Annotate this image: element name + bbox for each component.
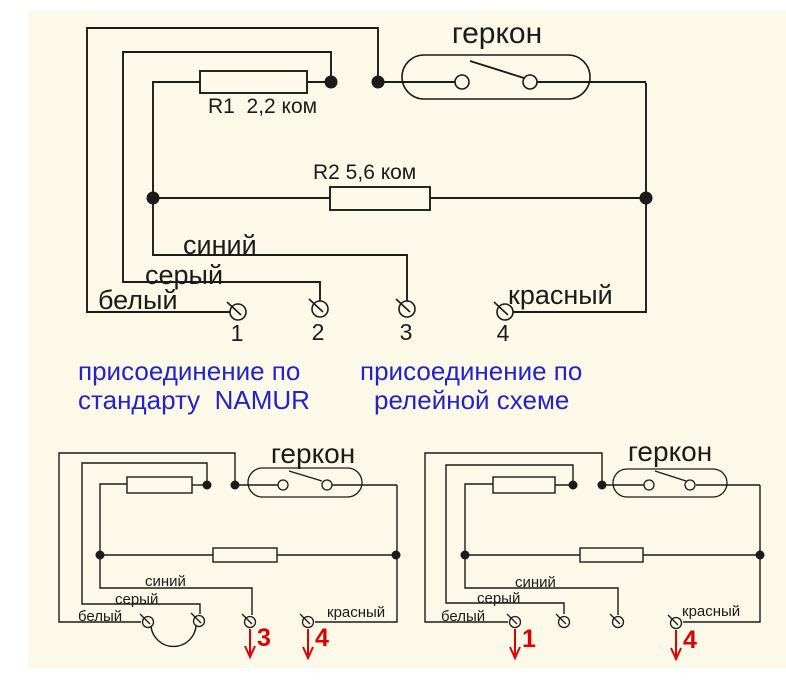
reed-blade — [288, 470, 323, 482]
blue-wire — [464, 483, 619, 615]
resistor-r1 — [492, 476, 556, 494]
output-arrow-4 — [302, 629, 314, 661]
junction-dot — [755, 550, 765, 560]
wire-label-white: белый — [78, 608, 122, 625]
wire-label-blue: синий — [515, 574, 556, 591]
relay-circuit: геркон синий серый белый красный 1 4 — [424, 436, 765, 662]
wire-label-white: белый — [98, 285, 178, 315]
terminal-1 — [226, 301, 247, 321]
reed-label: геркон — [271, 438, 355, 469]
main-circuit: геркон R1 2,2 ком R2 5,6 ком синий серый… — [86, 17, 653, 346]
white-wire — [424, 452, 603, 623]
gray-wire — [81, 462, 208, 614]
reed-blade — [654, 470, 687, 482]
red-wire — [513, 83, 647, 313]
wire-label-gray: серый — [477, 590, 520, 607]
blue-wire — [99, 483, 253, 615]
junction-dot — [568, 480, 578, 490]
terminal-3-number: 3 — [400, 319, 413, 345]
blue-wire — [152, 81, 408, 301]
output-arrow-4 — [670, 630, 682, 662]
terminal-2 — [308, 298, 329, 318]
wire-label-white: белый — [441, 608, 485, 625]
r1-label: R1 2,2 ком — [208, 95, 317, 118]
diagram-panel — [28, 10, 786, 668]
resistor-r2 — [579, 547, 644, 563]
wire-label-red: красный — [327, 604, 385, 621]
reed-switch-symbol — [612, 468, 728, 498]
junction-dot — [230, 480, 240, 490]
r2-label: R2 5,6 ком — [313, 161, 416, 184]
caption-relay-line1: присоединение по — [360, 356, 582, 386]
resistor-r1 — [199, 70, 308, 94]
junction-dot — [202, 480, 212, 490]
gray-wire — [445, 464, 574, 614]
reed-switch-symbol — [401, 54, 591, 100]
white-wire — [86, 27, 379, 313]
caption-relay-line2: релейной схеме — [374, 385, 569, 415]
resistor-r2 — [212, 547, 278, 563]
wire-label-blue: синий — [145, 573, 186, 590]
terminal-1 — [506, 613, 522, 629]
red-wire — [683, 485, 761, 623]
resistor-r2 — [329, 186, 431, 211]
captions: присоединение по стандарту NAMUR присоед… — [78, 356, 582, 415]
reed-label: геркон — [628, 436, 712, 467]
junction-dot — [146, 191, 160, 205]
terminal-1-number: 1 — [231, 320, 244, 346]
junction-dot — [597, 480, 607, 490]
terminal-4-number: 4 — [497, 320, 510, 346]
terminal-4 — [299, 613, 315, 629]
junction-dot — [324, 75, 338, 89]
terminal-2 — [190, 612, 206, 628]
terminal-3 — [241, 613, 257, 629]
arrow-number-4: 4 — [315, 624, 329, 652]
wire-label-gray: серый — [145, 260, 223, 290]
arrow-number-1: 1 — [522, 625, 536, 653]
caption-namur-line2: стандарту NAMUR — [78, 385, 310, 415]
resistor-r1 — [126, 476, 193, 494]
gray-wire — [122, 51, 332, 301]
jumper-arc — [150, 625, 197, 648]
terminal-1 — [139, 613, 155, 629]
arrow-number-4: 4 — [683, 626, 697, 654]
wire-label-blue: синий — [183, 230, 257, 260]
white-wire — [58, 452, 236, 623]
junction-dot — [391, 550, 401, 560]
reed-label: геркон — [452, 17, 542, 50]
terminal-4 — [667, 614, 683, 630]
junction-dot — [371, 75, 385, 89]
junction-dot — [460, 550, 470, 560]
output-arrow-3 — [244, 629, 256, 660]
reed-switch-symbol — [247, 467, 363, 498]
terminal-2-number: 2 — [312, 319, 325, 345]
namur-circuit: геркон синий серый белый красный 3 4 — [58, 438, 401, 661]
arrow-number-3: 3 — [257, 624, 271, 652]
caption-namur-line1: присоединение по — [78, 356, 300, 386]
output-arrow-1 — [509, 629, 521, 661]
reed-blade — [469, 60, 525, 79]
red-wire — [315, 485, 398, 623]
junction-dot — [95, 550, 105, 560]
terminal-4 — [493, 301, 514, 321]
terminal-3 — [609, 613, 625, 629]
terminal-2 — [555, 613, 571, 629]
wire-label-gray: серый — [115, 591, 158, 608]
wire-label-red: красный — [508, 280, 613, 310]
wire-label-red: красный — [682, 603, 740, 620]
junction-dot — [639, 191, 653, 205]
wires — [424, 452, 761, 623]
terminal-3 — [395, 298, 416, 318]
